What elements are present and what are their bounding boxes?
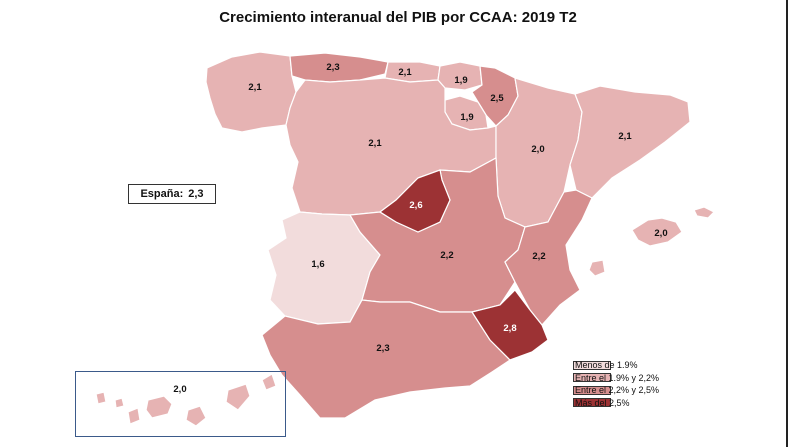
label-cantabria: 2,1 <box>398 67 412 78</box>
label-madrid: 2,6 <box>409 200 422 211</box>
label-andalucia: 2,3 <box>376 343 389 354</box>
label-baleares: 2,0 <box>654 228 667 239</box>
national-value: 2,3 <box>188 188 204 200</box>
label-pais-vasco: 1,9 <box>454 75 467 86</box>
legend-item: Más del 2,5% <box>573 397 699 410</box>
label-castilla-leon: 2,1 <box>368 138 382 149</box>
legend-swatch <box>573 385 611 395</box>
legend-swatch <box>573 373 611 383</box>
legend-label: Menos de 1.9% <box>575 360 638 371</box>
legend-item: Entre el 1.9% y 2,2% <box>573 372 699 385</box>
legend-item: Entre el 2,2% y 2,5% <box>573 384 699 397</box>
right-border-line <box>786 0 788 447</box>
region-canarias[interactable] <box>95 373 277 427</box>
legend-label: Entre el 1.9% y 2,2% <box>575 372 660 383</box>
region-andalucia[interactable] <box>261 299 511 419</box>
label-canarias: 2,0 <box>173 384 186 395</box>
legend-item: Menos de 1.9% <box>573 359 699 372</box>
legend-swatch <box>573 360 611 370</box>
national-label: España: <box>140 188 184 200</box>
map-title: Crecimiento interanual del PIB por CCAA:… <box>219 9 577 26</box>
region-cataluna[interactable] <box>569 85 691 199</box>
legend-label: Entre el 2,2% y 2,5% <box>575 385 660 396</box>
label-la-rioja: 1,9 <box>460 112 473 123</box>
legend-swatch <box>573 398 611 408</box>
region-madrid[interactable] <box>378 169 451 233</box>
canary-islands-inset-frame <box>75 371 286 437</box>
label-aragon: 2,0 <box>531 144 544 155</box>
label-asturias: 2,3 <box>326 62 339 73</box>
label-cataluna: 2,1 <box>618 131 632 142</box>
label-murcia: 2,8 <box>503 323 516 334</box>
label-extremadura: 1,6 <box>311 259 324 270</box>
legend-label: Más del 2,5% <box>575 397 630 408</box>
label-galicia: 2,1 <box>248 82 262 93</box>
region-asturias[interactable] <box>289 52 389 83</box>
region-valencia[interactable] <box>504 189 593 326</box>
legend: Menos de 1.9% Entre el 1.9% y 2,2% Entre… <box>573 359 699 409</box>
region-baleares[interactable] <box>588 206 716 277</box>
label-navarra: 2,5 <box>490 93 504 104</box>
national-growth-box: España: 2,3 <box>128 184 216 204</box>
label-valencia: 2,2 <box>532 251 545 262</box>
region-murcia[interactable] <box>471 289 549 361</box>
label-castilla-la-mancha: 2,2 <box>440 250 453 261</box>
